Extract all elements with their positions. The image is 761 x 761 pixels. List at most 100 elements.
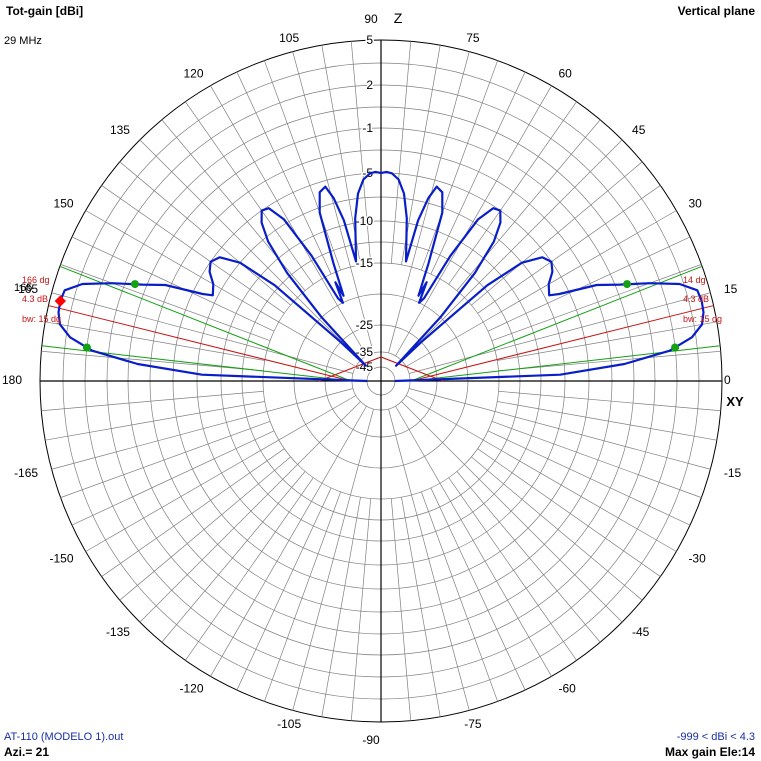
- angle-label: 90: [364, 12, 378, 26]
- grid-spoke: [161, 119, 306, 291]
- half-power-marker: [82, 343, 91, 352]
- grid-spoke: [421, 60, 498, 271]
- angle-label: 150: [54, 197, 74, 211]
- grid-spoke: [60, 264, 271, 341]
- angle-label: -105: [277, 717, 301, 731]
- radial-label: -15: [356, 256, 374, 270]
- grid-spoke: [101, 448, 285, 577]
- angle-label: 165: [18, 282, 38, 296]
- max-gain-reference: [318, 356, 444, 382]
- angle-label: 105: [279, 31, 299, 45]
- grid-spoke: [498, 390, 721, 412]
- grid-spoke: [497, 401, 717, 441]
- angle-label: 60: [559, 67, 573, 81]
- grid-spoke: [51, 388, 354, 470]
- annotation-right-angle: 14 dg: [683, 275, 706, 285]
- grid-spoke: [71, 430, 275, 526]
- gain-line: [410, 265, 703, 382]
- grid-spoke: [430, 71, 526, 275]
- radial-label: -1: [362, 121, 373, 135]
- grid-spoke: [119, 161, 291, 306]
- grid-spoke: [45, 321, 265, 361]
- plane-label: Vertical plane: [677, 4, 755, 18]
- grid-spoke: [456, 471, 601, 643]
- grid-spoke: [45, 401, 265, 441]
- angle-label: 45: [632, 123, 646, 137]
- grid-spoke: [60, 421, 271, 498]
- grid-spoke: [390, 41, 412, 264]
- radial-label: -45: [356, 360, 374, 374]
- grid-spoke: [264, 60, 341, 271]
- grid-spoke: [487, 430, 691, 526]
- angle-label: -45: [632, 625, 650, 639]
- annotation-left-angle: 166 dg: [22, 275, 50, 285]
- grid-spoke: [471, 161, 643, 306]
- grid-spoke: [395, 405, 552, 677]
- grid-spoke: [491, 421, 702, 498]
- annotation-right-bw: bw: 15 dg: [683, 314, 722, 324]
- grid-spoke: [236, 71, 332, 275]
- gain-markers: [54, 280, 680, 352]
- angle-label: -165: [14, 466, 38, 480]
- radial-label: 2: [366, 78, 373, 92]
- grid-spoke: [401, 45, 441, 265]
- annotation-right-gain: 4.3 dB: [683, 294, 709, 304]
- grid-spoke: [395, 85, 552, 357]
- grid-spoke: [401, 401, 623, 623]
- grid-spoke: [350, 498, 372, 721]
- grid-spoke: [448, 477, 577, 661]
- grid-spoke: [401, 497, 441, 717]
- grid-spoke: [185, 477, 314, 661]
- grid-spoke: [41, 390, 264, 412]
- grid-spoke: [85, 210, 357, 367]
- axis-labels: Z XY: [394, 10, 744, 409]
- grid-spoke: [119, 456, 291, 601]
- grid-spoke: [51, 292, 354, 374]
- angle-label: -120: [179, 681, 203, 695]
- grid-spoke: [408, 292, 711, 374]
- angle-label: 180: [2, 373, 22, 387]
- annotation-left-bw: bw: 15 dg: [22, 314, 61, 324]
- grid-spoke: [139, 401, 361, 623]
- grid-spoke: [448, 101, 577, 285]
- angle-label: 120: [183, 67, 203, 81]
- grid-spoke: [421, 491, 498, 702]
- angle-label: 135: [110, 123, 130, 137]
- axis-label-z: Z: [394, 10, 403, 26]
- angle-labels: 0 15 30 45 60 75 90 105 120 135 150 165 180 -165 -150 -…: [2, 12, 742, 747]
- grid-spoke: [497, 321, 717, 361]
- azimuth-label: Azi.= 21: [4, 745, 50, 759]
- grid-spoke: [321, 45, 361, 265]
- grid-spoke: [41, 350, 264, 372]
- grid-spoke: [71, 236, 275, 332]
- grid-spoke: [405, 395, 677, 552]
- grid-spoke: [292, 408, 374, 711]
- grid-spoke: [498, 350, 721, 372]
- angle-label: 0: [724, 373, 731, 387]
- grid-spoke: [487, 236, 691, 332]
- grid-spoke: [101, 185, 285, 314]
- polar-grid: [39, 39, 723, 723]
- annotation-left-overlay: 165: [14, 282, 32, 294]
- gain-range: -999 < dBi < 4.3: [676, 731, 755, 743]
- half-power-marker: [130, 280, 139, 289]
- gain-annotations: 14 dg 4.3 dB bw: 15 dg 165 166 dg 4.3 dB…: [14, 275, 722, 324]
- radial-label: -10: [356, 214, 374, 228]
- grid-spoke: [477, 185, 661, 314]
- angle-label: 75: [466, 31, 480, 45]
- radial-label: 5: [366, 33, 373, 47]
- angle-label: -75: [464, 717, 482, 731]
- grid-spoke: [321, 497, 361, 717]
- grid-spoke: [491, 264, 702, 341]
- angle-label: -60: [559, 681, 577, 695]
- grid-spoke: [456, 119, 601, 291]
- gain-line: [410, 305, 714, 382]
- grid-spoke: [185, 101, 314, 285]
- angle-label: -90: [362, 733, 380, 747]
- max-gain-marker: [54, 295, 66, 307]
- grid-spoke: [210, 405, 367, 677]
- radial-labels: 52-1-5-10-15-25-35-45: [354, 32, 375, 376]
- half-power-marker: [671, 343, 680, 352]
- grid-spoke: [401, 139, 623, 361]
- grid-spoke: [139, 139, 361, 361]
